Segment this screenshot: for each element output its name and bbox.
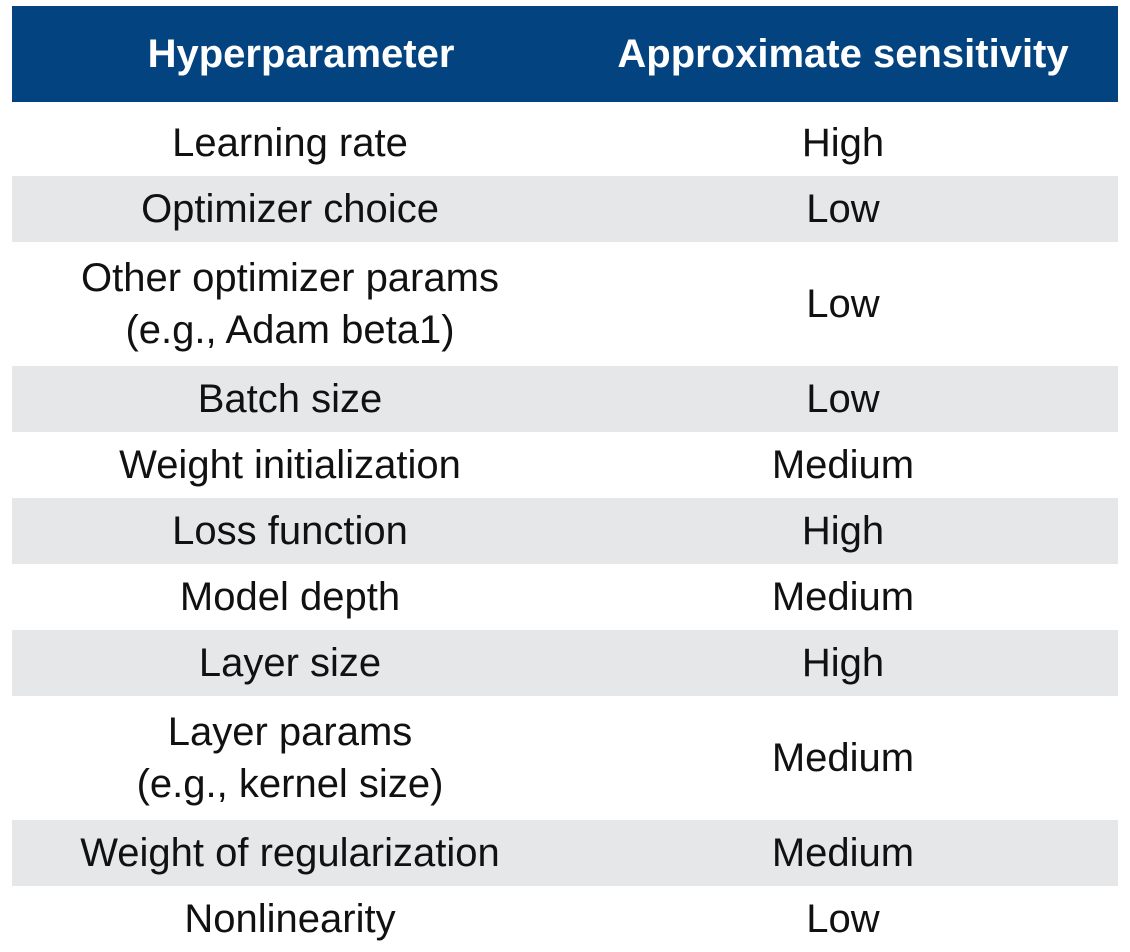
table-body: Learning rate High Optimizer choice Low … [12, 110, 1118, 952]
cell-sensitivity: High [801, 509, 885, 553]
cell-hyperparameter: Weight initialization [119, 443, 461, 487]
table-row: Model depth Medium [12, 564, 1118, 630]
table-row: Learning rate High [12, 110, 1118, 176]
cell-sensitivity: Low [806, 897, 880, 941]
table-row: Layer params (e.g., kernel size) Medium [12, 696, 1118, 820]
table-row: Weight initialization Medium [12, 432, 1118, 498]
table-row: Nonlinearity Low [12, 886, 1118, 952]
table-row: Loss function High [12, 498, 1118, 564]
cell-hyperparameter: Learning rate [172, 121, 408, 165]
cell-sensitivity: Low [806, 187, 880, 231]
table-row: Weight of regularization Medium [12, 820, 1118, 886]
table-row: Optimizer choice Low [12, 176, 1118, 242]
cell-hyperparameter: Weight of regularization [80, 831, 500, 875]
header-hyperparameter: Hyperparameter [147, 31, 455, 76]
cell-sensitivity: Medium [771, 443, 915, 487]
cell-sensitivity: High [801, 121, 885, 165]
table-row: Batch size Low [12, 366, 1118, 432]
cell-hyperparameter: Batch size [197, 377, 383, 421]
table-header: Hyperparameter Approximate sensitivity [12, 6, 1118, 102]
cell-sensitivity: High [801, 641, 885, 685]
cell-sensitivity: Low [806, 377, 880, 421]
cell-hyperparameter: Optimizer choice [141, 187, 439, 231]
cell-sensitivity: Low [806, 282, 880, 326]
cell-sensitivity: Medium [771, 575, 915, 619]
cell-hyperparameter: Nonlinearity [184, 897, 396, 941]
cell-hyperparameter: Layer size [198, 641, 382, 685]
cell-sensitivity: Medium [771, 736, 915, 780]
cell-hyperparameter: Other optimizer params (e.g., Adam beta1… [81, 256, 499, 352]
cell-hyperparameter: Model depth [179, 575, 401, 619]
cell-hyperparameter: Layer params (e.g., kernel size) [136, 710, 444, 806]
hyperparameter-table: Hyperparameter Approximate sensitivity L… [12, 6, 1118, 952]
table-row: Layer size High [12, 630, 1118, 696]
cell-sensitivity: Medium [771, 831, 915, 875]
header-approximate-sensitivity: Approximate sensitivity [617, 31, 1069, 76]
cell-hyperparameter: Loss function [172, 509, 408, 553]
table-row: Other optimizer params (e.g., Adam beta1… [12, 242, 1118, 366]
